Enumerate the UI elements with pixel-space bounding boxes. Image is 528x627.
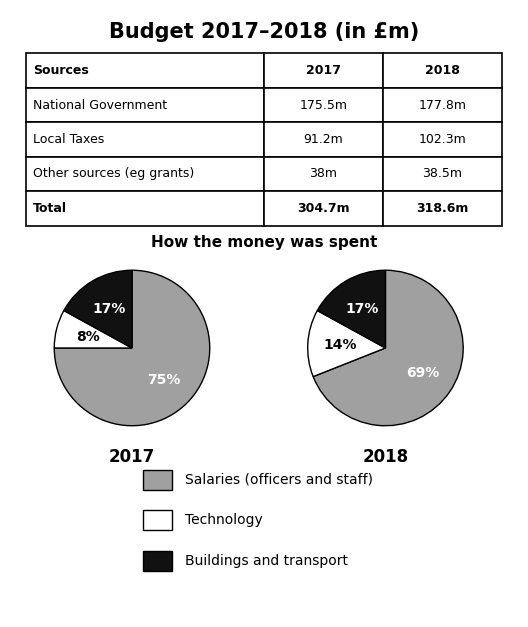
Text: 177.8m: 177.8m (418, 98, 466, 112)
Text: How the money was spent: How the money was spent (151, 235, 377, 250)
Text: 2017: 2017 (109, 448, 155, 466)
Text: 38.5m: 38.5m (422, 167, 462, 181)
Text: 17%: 17% (92, 302, 126, 316)
Text: 14%: 14% (324, 338, 357, 352)
Text: Technology: Technology (185, 514, 262, 527)
Text: Local Taxes: Local Taxes (33, 133, 104, 146)
Text: 91.2m: 91.2m (304, 133, 343, 146)
Wedge shape (54, 310, 132, 348)
Wedge shape (313, 270, 463, 426)
Text: 175.5m: 175.5m (299, 98, 347, 112)
Text: 2018: 2018 (362, 448, 409, 466)
Text: 102.3m: 102.3m (418, 133, 466, 146)
Text: Salaries (officers and staff): Salaries (officers and staff) (185, 473, 373, 487)
Text: 69%: 69% (406, 366, 439, 381)
Text: Sources: Sources (33, 64, 89, 77)
Text: 304.7m: 304.7m (297, 202, 350, 215)
Text: 318.6m: 318.6m (416, 202, 468, 215)
Text: 8%: 8% (77, 330, 100, 344)
Text: 2017: 2017 (306, 64, 341, 77)
Text: 17%: 17% (346, 302, 379, 316)
Wedge shape (308, 310, 385, 377)
Text: Budget 2017–2018 (in £m): Budget 2017–2018 (in £m) (109, 22, 419, 42)
Text: 38m: 38m (309, 167, 337, 181)
Wedge shape (317, 270, 385, 348)
Text: Total: Total (33, 202, 67, 215)
Text: 75%: 75% (147, 373, 181, 387)
Wedge shape (54, 270, 210, 426)
Wedge shape (64, 270, 132, 348)
Text: National Government: National Government (33, 98, 167, 112)
Text: 2018: 2018 (425, 64, 460, 77)
Text: Other sources (eg grants): Other sources (eg grants) (33, 167, 194, 181)
Text: Buildings and transport: Buildings and transport (185, 554, 348, 568)
